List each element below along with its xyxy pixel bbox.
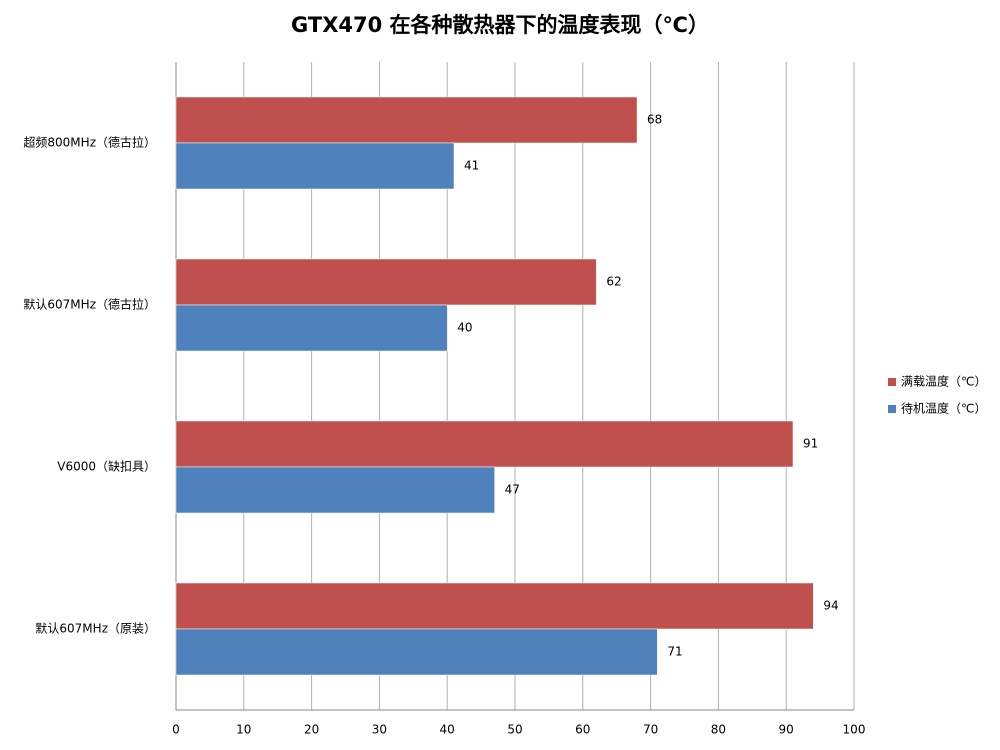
legend-label: 待机温度（℃） bbox=[901, 401, 986, 416]
y-tick-label: 超频800MHz（德古拉） bbox=[23, 135, 156, 150]
x-tick-label: 20 bbox=[304, 723, 319, 737]
value-label: 94 bbox=[823, 599, 838, 613]
bar bbox=[175, 258, 597, 306]
x-tick-label: 0 bbox=[172, 723, 180, 737]
x-tick-label: 40 bbox=[440, 723, 455, 737]
bar bbox=[175, 142, 455, 190]
y-tick-label: V6000（缺扣具） bbox=[57, 459, 156, 474]
x-tick-label: 60 bbox=[575, 723, 590, 737]
value-label: 41 bbox=[464, 159, 479, 173]
x-tick-label: 30 bbox=[372, 723, 387, 737]
x-tick-label: 10 bbox=[236, 723, 251, 737]
x-tick-label: 70 bbox=[643, 723, 658, 737]
legend-swatch bbox=[888, 405, 896, 413]
x-tick-label: 80 bbox=[711, 723, 726, 737]
legend-label: 满载温度（℃） bbox=[901, 374, 986, 389]
bar bbox=[175, 96, 638, 144]
y-tick-label: 默认607MHz（德古拉） bbox=[23, 297, 156, 312]
x-tick-label: 100 bbox=[843, 723, 866, 737]
y-tick-label: 默认607MHz（原装） bbox=[35, 621, 156, 636]
x-tick-label: 50 bbox=[507, 723, 522, 737]
legend-swatch bbox=[888, 378, 896, 386]
value-label: 68 bbox=[647, 113, 662, 127]
value-label: 62 bbox=[606, 275, 621, 289]
x-tick-label: 90 bbox=[779, 723, 794, 737]
bar bbox=[175, 628, 658, 676]
value-label: 71 bbox=[667, 645, 682, 659]
bar bbox=[175, 420, 794, 468]
value-label: 47 bbox=[505, 483, 520, 497]
bar bbox=[175, 304, 448, 352]
value-label: 40 bbox=[457, 321, 472, 335]
value-label: 91 bbox=[803, 437, 818, 451]
bar bbox=[175, 466, 495, 514]
bar bbox=[175, 582, 814, 630]
chart-title: GTX470 在各种散热器下的温度表现（℃） bbox=[291, 13, 709, 37]
